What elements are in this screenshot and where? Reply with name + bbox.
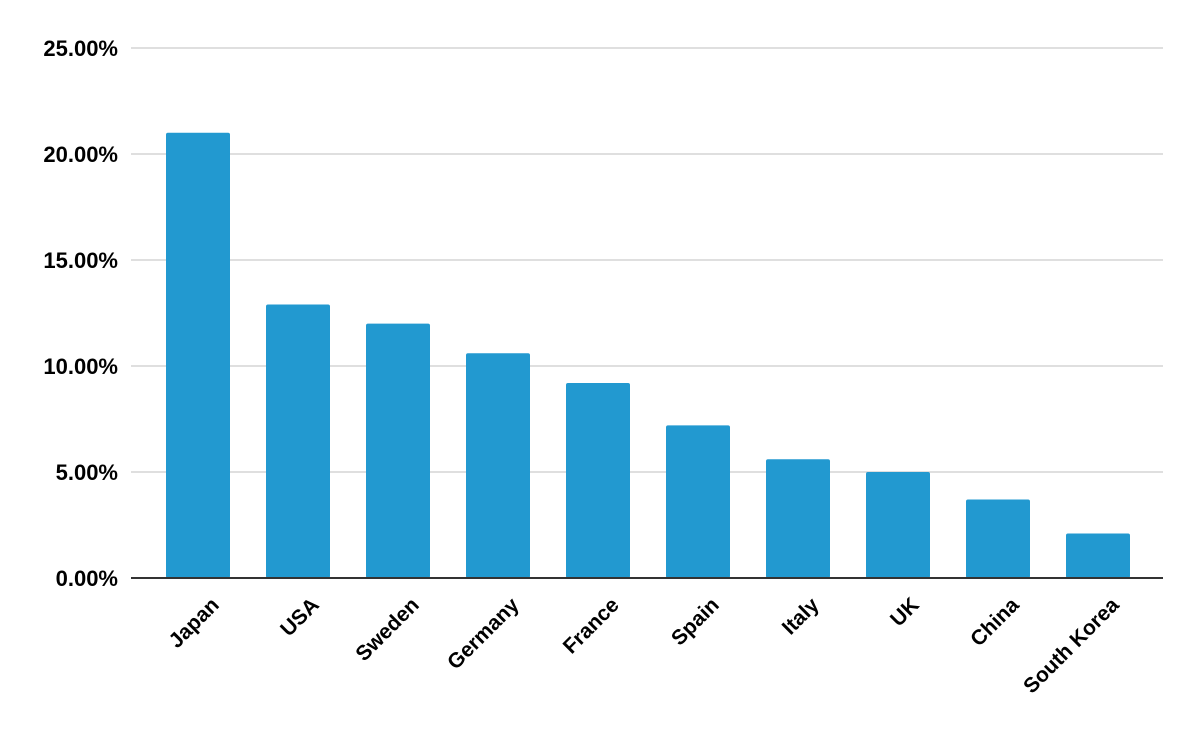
x-tick-label: South Korea	[1019, 593, 1124, 698]
bar-japan	[166, 132, 230, 579]
x-tick-label: China	[966, 593, 1024, 651]
bar-sweden	[366, 323, 430, 578]
bar-south-korea	[1066, 533, 1130, 578]
x-axis-ticks: Japan USA Sweden Germany France Spain Italy UK C…	[165, 593, 1124, 698]
x-tick-label: Germany	[443, 593, 524, 674]
y-tick-label: 25.00%	[43, 36, 118, 61]
y-tick-label: 15.00%	[43, 248, 118, 273]
bars	[166, 132, 1130, 579]
y-tick-label: 10.00%	[43, 354, 118, 379]
bar-france	[566, 382, 630, 578]
x-tick-label: Japan	[165, 593, 224, 652]
y-axis-ticks: 0.00% 5.00% 10.00% 15.00% 20.00% 25.00%	[43, 36, 118, 591]
y-tick-label: 5.00%	[56, 460, 118, 485]
x-tick-label: France	[559, 593, 624, 658]
x-tick-label: Italy	[778, 593, 824, 639]
bar-china	[966, 499, 1030, 578]
y-tick-label: 0.00%	[56, 566, 118, 591]
bar-uk	[866, 472, 930, 578]
x-tick-label: Sweden	[351, 593, 423, 665]
x-tick-label: UK	[886, 593, 924, 631]
bar-germany	[466, 353, 530, 578]
bar-usa	[266, 304, 330, 578]
bar-spain	[666, 425, 730, 578]
x-tick-label: Spain	[667, 593, 724, 650]
y-tick-label: 20.00%	[43, 142, 118, 167]
x-tick-label: USA	[276, 593, 324, 641]
bar-italy	[766, 459, 830, 578]
